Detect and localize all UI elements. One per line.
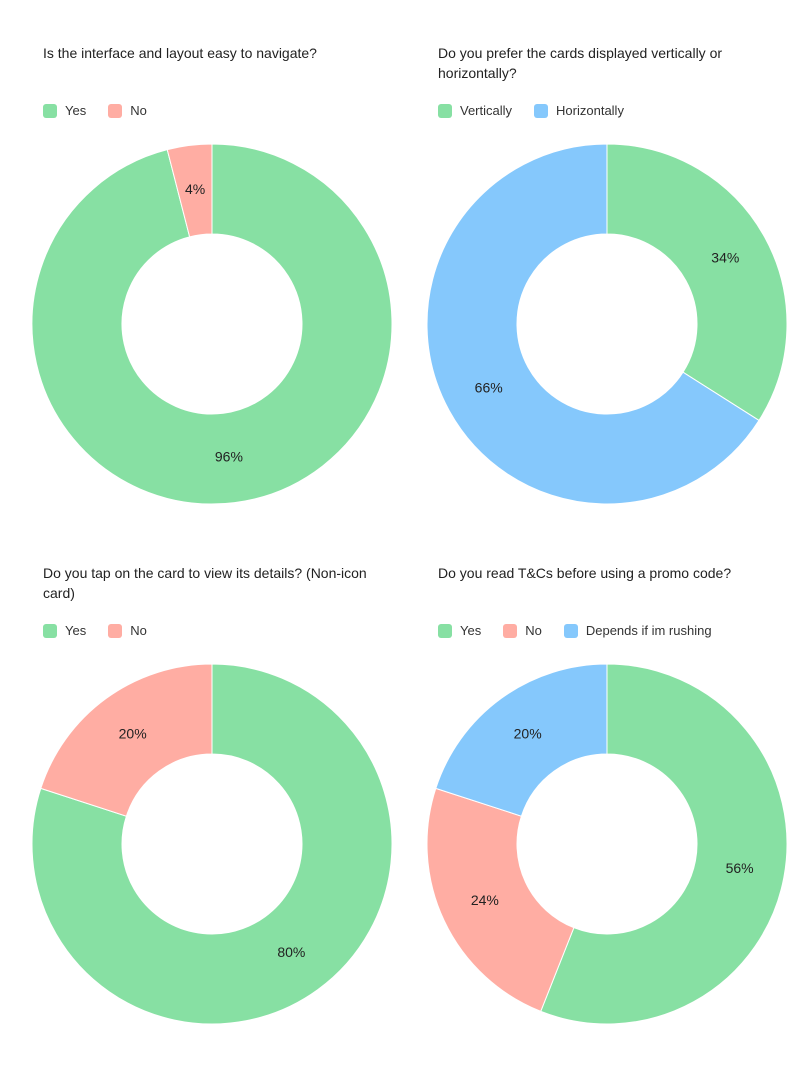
donut-chart: 56% 24% 20% xyxy=(426,663,788,1025)
chart-panel-card-orientation: Do you prefer the cards displayed vertic… xyxy=(417,28,797,548)
donut-slice-vertically[interactable] xyxy=(606,143,788,422)
data-label: 20% xyxy=(119,725,147,741)
chart-legend: Yes No xyxy=(43,103,169,118)
legend-label: Yes xyxy=(65,623,87,638)
legend-swatch xyxy=(438,623,452,638)
chart-panel-navigation: Is the interface and layout easy to navi… xyxy=(22,28,402,548)
legend-swatch xyxy=(438,103,452,118)
legend-label: No xyxy=(525,623,542,638)
legend-item-depends[interactable]: Depends if im rushing xyxy=(563,623,712,638)
legend-label: Depends if im rushing xyxy=(585,623,712,638)
legend-item-yes[interactable]: Yes xyxy=(438,623,481,638)
legend-swatch xyxy=(563,623,578,638)
donut-slice-horizontally[interactable] xyxy=(426,143,760,505)
chart-legend: Yes No Depends if im rushing xyxy=(438,623,734,638)
legend-label: Yes xyxy=(65,103,87,118)
legend-item-no[interactable]: No xyxy=(108,103,147,118)
chart-legend: Yes No xyxy=(43,623,169,638)
chart-title: Is the interface and layout easy to navi… xyxy=(43,45,317,61)
donut-chart: 34% 66% xyxy=(426,143,788,505)
legend-item-horizontally[interactable]: Horizontally xyxy=(534,103,624,118)
data-label: 80% xyxy=(277,944,305,960)
chart-panel-card-tap: Do you tap on the card to view its detai… xyxy=(22,548,402,1068)
chart-title: Do you prefer the cards displayed vertic… xyxy=(438,45,723,81)
legend-item-yes[interactable]: Yes xyxy=(43,103,86,118)
legend-swatch xyxy=(43,103,57,118)
chart-legend: Vertically Horizontally xyxy=(438,103,646,118)
legend-label: Horizontally xyxy=(556,103,624,118)
donut-slice-yes[interactable] xyxy=(540,663,788,1025)
legend-item-yes[interactable]: Yes xyxy=(43,623,86,638)
data-label: 66% xyxy=(475,380,503,396)
legend-label: No xyxy=(130,623,147,638)
legend-swatch xyxy=(108,103,123,118)
data-label: 34% xyxy=(711,250,739,266)
donut-slice-yes[interactable] xyxy=(31,663,393,1025)
chart-panel-tcs: Do you read T&Cs before using a promo co… xyxy=(417,548,797,1068)
legend-label: Yes xyxy=(460,623,482,638)
data-label: 20% xyxy=(514,725,542,741)
legend-swatch xyxy=(534,103,549,118)
data-label: 4% xyxy=(185,181,205,197)
legend-swatch xyxy=(43,623,57,638)
donut-slice-yes[interactable] xyxy=(31,143,393,505)
legend-label: No xyxy=(130,103,147,118)
chart-title: Do you tap on the card to view its detai… xyxy=(43,565,367,601)
donut-slice-no[interactable] xyxy=(426,787,575,1013)
legend-swatch xyxy=(108,623,123,638)
donut-slice-no[interactable] xyxy=(166,143,213,238)
donut-slice-depends-if-im-rushing[interactable] xyxy=(435,663,608,817)
chart-title: Do you read T&Cs before using a promo co… xyxy=(438,565,732,581)
data-label: 56% xyxy=(726,860,754,876)
data-label: 24% xyxy=(471,892,499,908)
legend-item-no[interactable]: No xyxy=(108,623,147,638)
legend-label: Vertically xyxy=(460,103,513,118)
legend-item-no[interactable]: No xyxy=(503,623,542,638)
legend-item-vertically[interactable]: Vertically xyxy=(438,103,512,118)
data-label: 96% xyxy=(215,449,243,465)
donut-chart: 96% 4% xyxy=(31,143,393,505)
donut-slice-no[interactable] xyxy=(40,663,213,817)
legend-swatch xyxy=(503,623,518,638)
donut-chart: 80% 20% xyxy=(31,663,393,1025)
